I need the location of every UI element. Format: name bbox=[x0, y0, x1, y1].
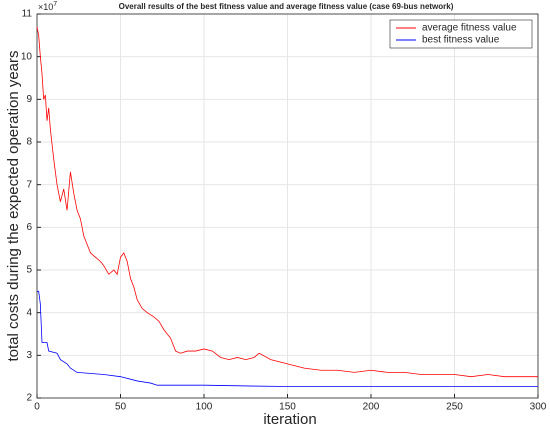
x-tick-label: 0 bbox=[34, 402, 40, 413]
y-multiplier-power: 7 bbox=[53, 1, 57, 8]
y-tick-label: 9 bbox=[26, 94, 32, 105]
legend-box bbox=[389, 19, 533, 49]
data-line bbox=[37, 290, 538, 387]
plot-frame bbox=[36, 13, 539, 399]
y-tick-label: 5 bbox=[26, 265, 32, 276]
y-multiplier: ×107 bbox=[38, 1, 57, 13]
y-tick-label: 11 bbox=[22, 9, 33, 20]
y-tick-label: 4 bbox=[26, 307, 32, 318]
x-tick-label: 150 bbox=[279, 402, 296, 413]
y-tick-label: 6 bbox=[26, 222, 32, 233]
x-axis-label: iteration bbox=[263, 411, 316, 428]
x-tick-label: 50 bbox=[115, 402, 127, 413]
y-tick-label: 7 bbox=[26, 179, 32, 190]
data-line bbox=[36, 26, 538, 378]
chart-title: Overall results of the best fitness valu… bbox=[119, 2, 454, 11]
y-tick-label: 10 bbox=[21, 51, 33, 62]
x-tick-label: 300 bbox=[530, 402, 547, 413]
legend-label: average fitness value bbox=[422, 23, 517, 34]
y-tick-label: 8 bbox=[26, 137, 32, 148]
y-tick-label: 3 bbox=[26, 350, 32, 361]
y-multiplier-base: ×10 bbox=[38, 2, 53, 12]
y-axis-label: total costs during the expected operatio… bbox=[5, 50, 22, 361]
x-tick-label: 250 bbox=[446, 402, 463, 413]
x-tick-label: 100 bbox=[196, 402, 213, 413]
x-tick-label: 200 bbox=[363, 402, 380, 413]
y-tick-label: 2 bbox=[26, 393, 32, 404]
legend-label: best fitness value bbox=[422, 35, 500, 46]
